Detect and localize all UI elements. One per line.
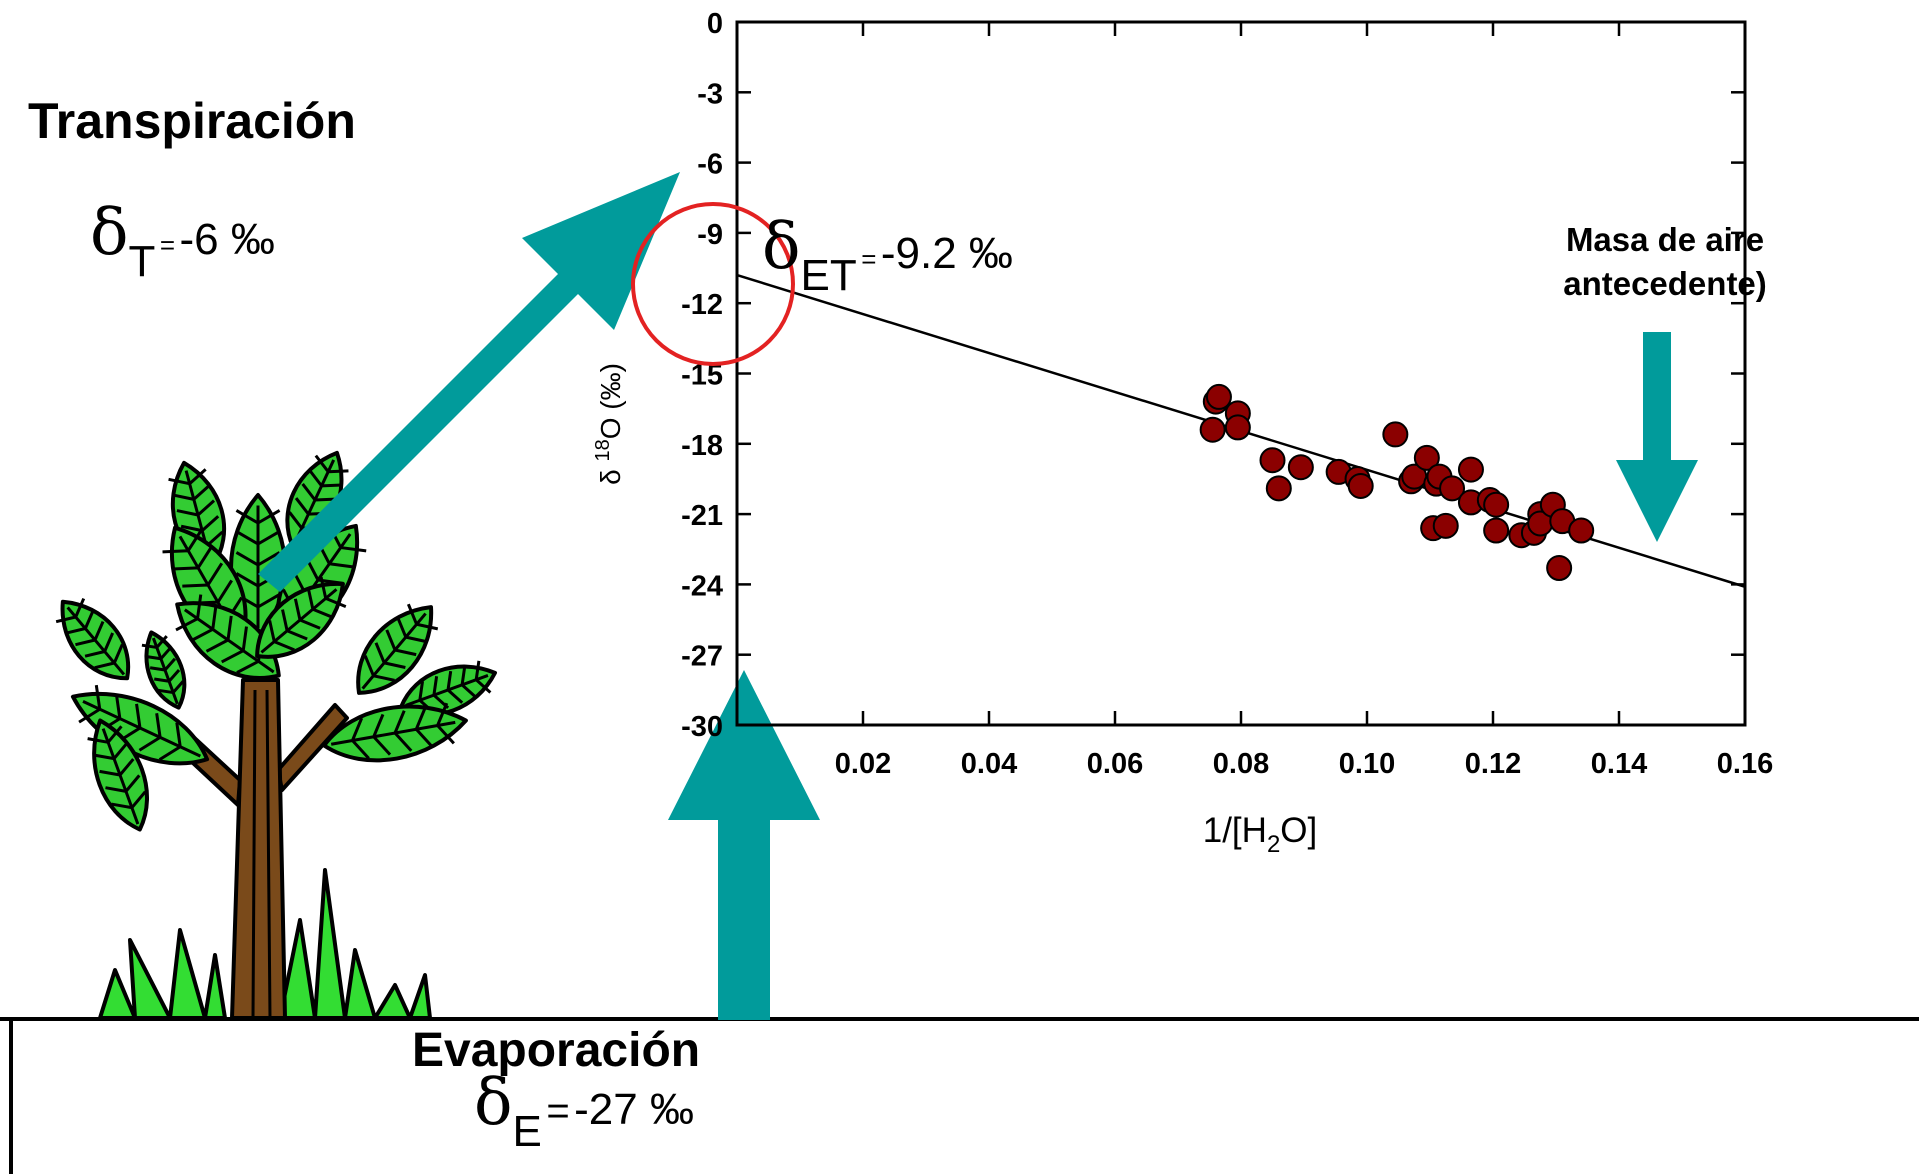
- x-tick-label: 0.08: [1213, 748, 1269, 780]
- intercept-highlight-circle: [631, 202, 795, 366]
- transpiration-title: Transpiración: [28, 93, 356, 149]
- data-point: [1199, 416, 1226, 443]
- evapotranspiration-value: -9.2 ‰: [880, 229, 1013, 278]
- evaporation-arrow: [668, 670, 820, 1020]
- x-tick-label: 0.06: [1087, 748, 1143, 780]
- transpiration-arrow: [258, 172, 680, 592]
- y-tick-label: -24: [681, 570, 723, 602]
- data-point: [1457, 456, 1484, 483]
- y-tick-label: -27: [681, 641, 723, 673]
- air-mass-label: Masa de aire antecedente): [1540, 218, 1790, 306]
- x-axis-label: 1/[H2O]: [1203, 811, 1318, 858]
- data-point: [1205, 383, 1232, 410]
- leaf: [87, 718, 149, 832]
- subscript: T: [128, 237, 156, 286]
- transpiration-delta: δT = -6 ‰: [90, 196, 275, 286]
- air-mass-line-2: antecedente): [1563, 265, 1767, 302]
- x-axis: 0.02 0.04 0.06 0.08 0.10 0.12 0.14 0.16: [835, 22, 1773, 780]
- delta-symbol: δ: [474, 1066, 513, 1140]
- data-point: [1439, 475, 1466, 502]
- air-mass-arrow: [1616, 332, 1698, 542]
- transpiration-value: -6 ‰: [179, 215, 275, 264]
- y-tick-label: -9: [697, 219, 723, 251]
- equals-sign: =: [159, 230, 176, 260]
- data-point: [1483, 517, 1510, 544]
- data-point: [1259, 447, 1286, 474]
- data-point: [1432, 512, 1459, 539]
- data-point: [1546, 554, 1573, 581]
- leaf: [356, 603, 439, 695]
- x-tick-label: 0.10: [1339, 748, 1395, 780]
- tree-leaves: [55, 450, 497, 832]
- y-tick-label: -12: [681, 289, 723, 321]
- evapotranspiration-delta: δET = -9.2 ‰: [762, 210, 1013, 300]
- y-tick-label: -21: [681, 500, 723, 532]
- tree: [55, 450, 497, 1020]
- leaf: [255, 576, 347, 659]
- grass: [98, 868, 432, 1020]
- x-tick-label: 0.16: [1717, 748, 1773, 780]
- y-axis: 0-3-6-9-12-15-18-21-24-27-30: [681, 8, 1745, 743]
- air-mass-line-1: Masa de aire: [1565, 221, 1765, 258]
- data-point: [1287, 454, 1314, 481]
- x-tick-label: 0.12: [1465, 748, 1521, 780]
- y-axis-label: δ 18O (‰): [592, 363, 626, 485]
- tree-trunk: [230, 678, 287, 1020]
- delta-symbol: δ: [90, 196, 129, 270]
- data-points: [1199, 383, 1595, 581]
- data-point: [1413, 444, 1440, 471]
- evaporation-delta: δE = -27 ‰: [474, 1066, 694, 1156]
- equals-sign: =: [546, 1089, 570, 1133]
- x-tick-label: 0.02: [835, 748, 891, 780]
- plot-frame: [735, 20, 1747, 727]
- leaf: [322, 702, 468, 763]
- y-tick-label: 0: [707, 8, 723, 40]
- data-point: [1483, 491, 1510, 518]
- delta-symbol: δ: [762, 210, 801, 284]
- data-point: [1265, 475, 1292, 502]
- y-tick-label: -6: [697, 149, 723, 181]
- y-tick-label: -3: [697, 78, 723, 110]
- leaf: [55, 597, 131, 681]
- y-tick-label: -18: [681, 430, 723, 462]
- data-point: [1382, 421, 1409, 448]
- x-tick-label: 0.14: [1591, 748, 1647, 780]
- ground-outline: [0, 1017, 1919, 1174]
- y-tick-label: -30: [681, 711, 723, 743]
- equals-sign: =: [861, 244, 877, 274]
- subscript: E: [512, 1107, 542, 1156]
- data-point: [1224, 414, 1251, 441]
- scatter-chart: 0-3-6-9-12-15-18-21-24-27-30 0.02 0.04 0.0…: [592, 8, 1773, 858]
- evaporation-value: -27 ‰: [574, 1085, 694, 1134]
- data-point: [1568, 517, 1595, 544]
- x-tick-label: 0.04: [961, 748, 1017, 780]
- data-point: [1347, 472, 1374, 499]
- leaf: [141, 630, 187, 710]
- subscript: ET: [800, 251, 857, 300]
- evaporation-title: Evaporación: [412, 1024, 701, 1077]
